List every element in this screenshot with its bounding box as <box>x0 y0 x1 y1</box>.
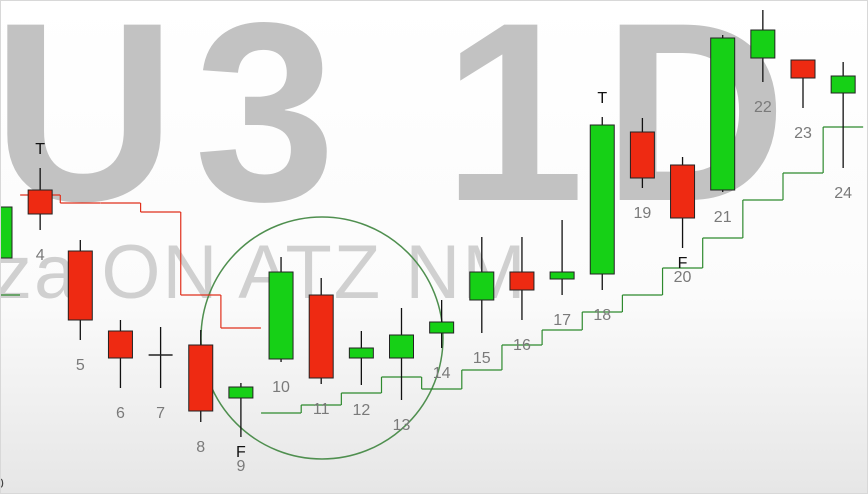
candle-number: 18 <box>593 307 611 324</box>
candle-number: 24 <box>834 185 852 202</box>
signal-label: T <box>35 141 45 158</box>
candle-body <box>188 344 214 412</box>
candle-body <box>750 29 776 59</box>
candle-number: 5 <box>76 357 85 374</box>
candle-body <box>308 294 334 379</box>
signal-label: F <box>678 255 688 272</box>
candle-number: 11 <box>313 401 330 418</box>
candle-number: 19 <box>634 205 652 222</box>
candle-number: 12 <box>352 402 370 419</box>
candle-number: 16 <box>513 337 531 354</box>
candle-number: 21 <box>714 209 732 226</box>
candle-body <box>27 189 53 215</box>
candle-body <box>228 386 254 399</box>
candle-body <box>268 271 294 360</box>
candle-number: 14 <box>433 365 451 382</box>
candle-number: 23 <box>794 125 812 142</box>
candle-number: 10 <box>272 379 290 396</box>
signal-label: F <box>236 444 246 461</box>
candle-number: 22 <box>754 99 772 116</box>
candle-number: 13 <box>393 417 411 434</box>
candle-number: 20 <box>674 269 692 286</box>
candle-body <box>429 321 455 334</box>
candle-body <box>348 347 374 359</box>
candle-body <box>670 164 696 219</box>
candle-body <box>589 124 615 275</box>
candle-body <box>389 334 414 359</box>
candle-number: 4 <box>36 247 45 264</box>
candle-number: 15 <box>473 350 491 367</box>
candle-number: 9 <box>236 458 245 475</box>
candle-body <box>107 330 133 359</box>
candle-body <box>790 59 816 79</box>
candle-number: 6 <box>116 405 125 422</box>
candle-body <box>469 271 495 301</box>
corner-label: 0 <box>0 475 4 491</box>
candle-body <box>710 37 736 191</box>
candle-body <box>67 250 93 321</box>
candle-body <box>509 271 535 291</box>
candle-body <box>629 131 655 179</box>
candle-number: 8 <box>196 439 205 456</box>
candle-body <box>0 206 13 259</box>
candle-body <box>549 271 575 280</box>
candle-number: 17 <box>553 312 571 329</box>
signal-label: T <box>597 90 607 107</box>
candle-body <box>830 75 856 94</box>
candle-number: 7 <box>156 405 165 422</box>
watermark: U3 1D <box>0 0 805 255</box>
